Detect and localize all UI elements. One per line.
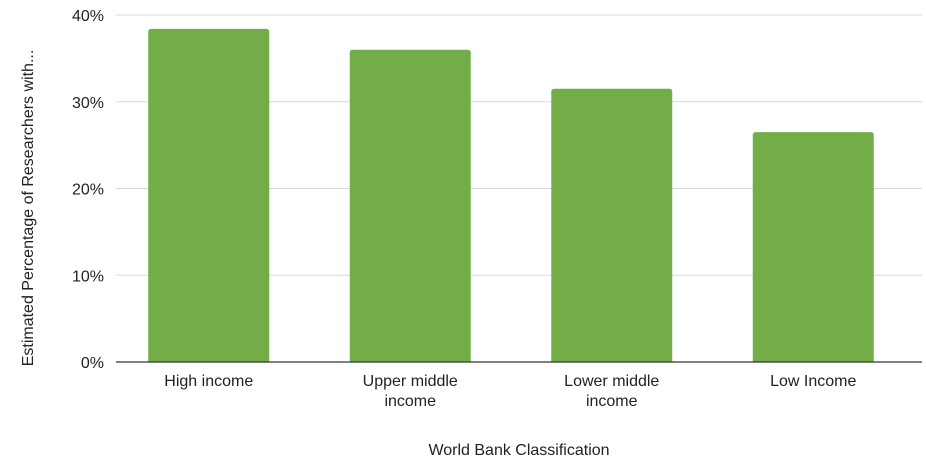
y-tick-labels: 0% 10% 20% 30% 40%: [72, 8, 104, 372]
y-axis-title: Estimated Percentage of Researchers with…: [20, 50, 37, 367]
bar: [752, 132, 874, 362]
y-tick-label: 0%: [81, 355, 104, 372]
bar: [349, 49, 471, 362]
x-axis-title: World Bank Classification: [428, 442, 609, 458]
y-tick-label: 30%: [72, 95, 104, 112]
bar: [551, 88, 673, 363]
bar: [148, 28, 270, 362]
x-category-label: Lower middle income: [564, 373, 659, 410]
y-tick-label: 10%: [72, 268, 104, 285]
x-category-label: Low Income: [770, 373, 856, 390]
y-tick-label: 20%: [72, 182, 104, 199]
y-tick-label: 40%: [72, 8, 104, 25]
bars: [148, 28, 874, 363]
x-category-label: Upper middle income: [363, 373, 458, 410]
x-category-label: High income: [164, 373, 253, 390]
x-category-labels: High income Upper middle income Lower middl…: [164, 373, 856, 410]
